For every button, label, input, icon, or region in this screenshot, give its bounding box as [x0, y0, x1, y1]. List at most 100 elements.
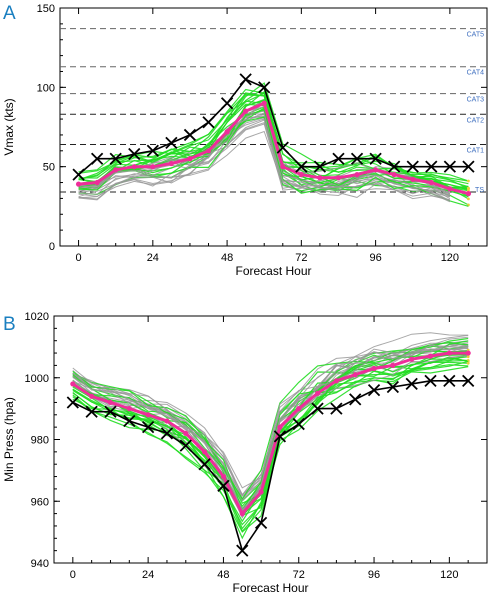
observed-x-marker-b — [330, 402, 343, 415]
ensemble-mean-point-b — [202, 449, 208, 455]
ensemble-member-line-a — [78, 118, 451, 201]
observed-x-marker-a — [425, 160, 438, 173]
ensemble-mean-point-b — [296, 406, 302, 412]
observed-x-marker-b — [217, 479, 230, 492]
ensemble-mean-point-b — [390, 362, 396, 368]
y-tick-label-a: 50 — [43, 162, 55, 174]
ensemble-mean-point-b — [446, 350, 452, 356]
ensemble-member-line-b — [72, 345, 469, 513]
observed-x-marker-a — [388, 160, 401, 173]
observed-x-marker-a — [313, 160, 327, 173]
ensemble-mean-point-a — [75, 181, 82, 187]
y-tick-label-b: 960 — [31, 496, 49, 508]
y-tick-label-b: 1020 — [25, 311, 49, 323]
ensemble-member-line-b — [72, 354, 469, 515]
observed-x-marker-a — [239, 73, 252, 86]
ensemble-member-line-a — [78, 87, 469, 192]
observed-line-a — [78, 78, 469, 176]
panel-a-plot: 0 24 48 72 96 120 0 50 100 150 Forecast Hour Vmax (… — [2, 3, 488, 278]
observed-x-marker-b — [104, 405, 117, 418]
y-tick-label-a: 0 — [49, 241, 55, 253]
ensemble-mean-point-b — [89, 393, 95, 399]
ensemble-mean-point-a — [465, 191, 472, 197]
ensemble-mean-point-b — [352, 372, 358, 378]
ensemble-mean-point-a — [113, 167, 119, 173]
ensemble-mean-point-b — [465, 350, 471, 356]
observed-x-marker-b — [179, 439, 192, 452]
observed-x-marker-a — [109, 152, 122, 165]
ensemble-mean-line-b — [71, 351, 469, 517]
ensemble-mean-point-a — [317, 175, 323, 181]
observed-x-marker-b — [160, 427, 174, 440]
threshold-label-ts: TS — [475, 187, 484, 194]
ensemble-mean-point-a — [391, 172, 397, 178]
observed-x-marker-a — [350, 152, 364, 165]
x-tick-label-a: 96 — [369, 252, 381, 264]
threshold-label-cat2: CAT2 — [467, 117, 484, 124]
observed-x-marker-a — [406, 160, 419, 173]
observed-x-marker-b — [273, 430, 287, 443]
observed-x-marker-b — [236, 544, 249, 557]
ensemble-member-line-b — [72, 352, 469, 516]
x-tick-label-b: 0 — [70, 569, 76, 581]
ensemble-mean-point-a — [447, 186, 453, 192]
observed-x-marker-a — [258, 81, 271, 94]
observed-line-b — [72, 379, 469, 553]
ensemble-member-line-b — [72, 360, 469, 508]
ensemble-mean-point-b — [183, 430, 189, 436]
ensemble-member-line-b — [72, 355, 469, 510]
ensemble-mean-point-b — [126, 406, 132, 412]
ensemble-member-point-a — [467, 197, 470, 201]
ensemble-member-point-a — [467, 179, 470, 183]
ensemble-mean-point-b — [107, 399, 114, 406]
observed-x-marker-b — [462, 374, 475, 387]
ensemble-member-line-a — [78, 121, 451, 197]
x-tick-label-a: 48 — [221, 252, 233, 264]
x-tick-label-b: 96 — [368, 569, 380, 581]
x-tick-label-a: 0 — [76, 252, 82, 264]
observed-x-marker-a — [128, 147, 141, 161]
ensemble-mean-point-b — [314, 390, 321, 396]
ensemble-mean-point-a — [373, 167, 379, 173]
ensemble-mean-point-b — [427, 353, 434, 359]
ensemble-mean-point-b — [220, 473, 227, 480]
ensemble-member-line-b — [72, 350, 469, 512]
observed-x-marker-a — [462, 160, 475, 173]
ensemble-mean-point-a — [335, 175, 342, 181]
observed-x-marker-a — [276, 141, 289, 154]
ensemble-mean-point-b — [145, 412, 151, 418]
observed-x-marker-a — [202, 116, 215, 129]
ensemble-mean-point-a — [243, 108, 249, 114]
y-tick-label-a: 100 — [37, 82, 55, 94]
observed-x-marker-b — [292, 417, 305, 431]
observed-x-marker-b — [85, 405, 98, 418]
ensemble-mean-point-b — [70, 381, 76, 387]
ensemble-mean-point-a — [354, 172, 360, 178]
observed-x-marker-a — [183, 128, 197, 142]
observed-x-marker-a — [146, 144, 159, 157]
ensemble-member-line-a — [78, 112, 451, 203]
observed-x-marker-a — [220, 97, 234, 110]
x-axis-label-b: Forecast Hour — [232, 581, 308, 595]
ensemble-mean-point-a — [150, 164, 156, 170]
ensemble-mean-point-a — [410, 176, 416, 182]
observed-x-marker-b — [141, 421, 155, 434]
ensemble-mean-point-a — [205, 148, 212, 154]
observed-x-marker-b — [123, 414, 136, 428]
observed-x-marker-b — [424, 374, 437, 387]
ensemble-member-line-b — [72, 354, 469, 510]
ensemble-member-point-b — [466, 355, 470, 359]
y-tick-label-b: 940 — [31, 558, 49, 570]
observed-x-marker-b — [66, 396, 79, 409]
ensemble-mean-point-a — [280, 164, 286, 170]
ensemble-mean-point-a — [428, 179, 434, 186]
ensemble-mean-point-b — [371, 365, 377, 372]
observed-x-marker-b — [367, 383, 381, 397]
observed-x-marker-a — [90, 152, 104, 165]
observed-x-marker-b — [349, 393, 362, 406]
ensemble-member-line-b — [72, 342, 469, 489]
x-axis-label-a: Forecast Hour — [235, 264, 311, 278]
threshold-label-cat1: CAT1 — [467, 147, 484, 154]
ensemble-mean-point-a — [131, 164, 137, 170]
ensemble-mean-point-a — [261, 100, 267, 106]
